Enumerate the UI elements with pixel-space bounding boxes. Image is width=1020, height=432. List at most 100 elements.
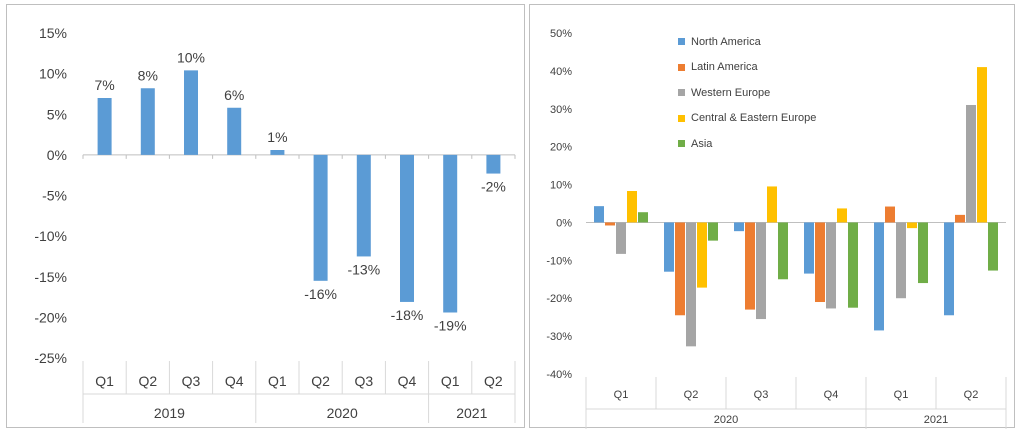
bar bbox=[874, 222, 884, 331]
legend-item: Latin America bbox=[678, 55, 816, 81]
data-label: -18% bbox=[391, 307, 424, 323]
left-chart-panel: 15% 10% 5% 0% -5% -10% -15% -20% -25% 7% 8% 10% 6% 1%… bbox=[6, 4, 525, 428]
category-label: Q1 bbox=[95, 373, 114, 389]
bar bbox=[140, 88, 155, 155]
category-label: Q1 bbox=[268, 373, 287, 389]
data-label: 1% bbox=[267, 129, 287, 145]
y-tick-label: -10% bbox=[546, 255, 572, 267]
bar bbox=[944, 222, 954, 316]
bar bbox=[745, 222, 755, 310]
y-tick-label: 50% bbox=[550, 28, 572, 40]
category-label: Q2 bbox=[138, 373, 157, 389]
category-label: Q2 bbox=[684, 389, 699, 401]
legend-swatch bbox=[678, 63, 685, 71]
group-label: 2020 bbox=[714, 414, 738, 426]
category-label: Q2 bbox=[964, 389, 979, 401]
y-tick-label: -20% bbox=[34, 309, 67, 325]
bar bbox=[977, 67, 987, 223]
data-label: 7% bbox=[94, 77, 114, 93]
bar bbox=[756, 222, 766, 320]
y-tick-label: 0% bbox=[47, 147, 67, 163]
category-label: Q1 bbox=[441, 373, 460, 389]
legend-label: North America bbox=[691, 35, 761, 48]
legend-swatch bbox=[678, 38, 685, 46]
legend-item: Central & Eastern Europe bbox=[678, 106, 816, 132]
bar bbox=[227, 107, 242, 155]
group-label: 2019 bbox=[154, 405, 185, 421]
data-label: 10% bbox=[177, 49, 205, 65]
legend-swatch bbox=[678, 140, 685, 148]
bar bbox=[184, 70, 198, 155]
y-tick-label: 10% bbox=[550, 180, 572, 192]
right-chart-svg: 50% 40% 30% 20% 10% 0% -10% -20% -30% -40% Q1 Q2 Q3 Q… bbox=[546, 28, 1007, 429]
legend-swatch bbox=[678, 89, 685, 97]
bar bbox=[616, 222, 626, 254]
bar bbox=[896, 222, 906, 299]
y-tick-label: -15% bbox=[34, 269, 67, 285]
legend-swatch bbox=[678, 114, 685, 122]
bar bbox=[955, 214, 965, 223]
category-label: Q2 bbox=[311, 373, 330, 389]
bar bbox=[734, 222, 744, 232]
y-tick-label: 0% bbox=[556, 217, 572, 229]
bar bbox=[804, 222, 814, 274]
category-label: Q4 bbox=[225, 373, 244, 389]
category-label: Q3 bbox=[354, 373, 373, 389]
bar bbox=[356, 154, 371, 257]
bar bbox=[815, 222, 825, 303]
bar bbox=[675, 222, 685, 316]
data-label: -19% bbox=[434, 318, 467, 334]
bar bbox=[907, 222, 917, 229]
y-tick-label: 10% bbox=[39, 66, 67, 82]
bar bbox=[400, 154, 414, 302]
y-tick-label: -10% bbox=[34, 228, 67, 244]
y-tick-label: 15% bbox=[39, 25, 67, 41]
bar bbox=[826, 222, 836, 309]
category-label: Q2 bbox=[484, 373, 503, 389]
bar bbox=[918, 222, 928, 284]
bar bbox=[664, 222, 674, 272]
chart-legend: North America Latin America Western Euro… bbox=[678, 29, 816, 157]
legend-label: Latin America bbox=[691, 61, 758, 74]
y-tick-label: 30% bbox=[550, 104, 572, 116]
legend-label: Western Europe bbox=[691, 86, 771, 99]
bar bbox=[443, 154, 458, 313]
y-tick-label: 40% bbox=[550, 66, 572, 78]
bar bbox=[270, 150, 285, 155]
y-tick-label: 20% bbox=[550, 142, 572, 154]
group-label: 2021 bbox=[924, 414, 948, 426]
category-label: Q1 bbox=[894, 389, 909, 401]
y-tick-label: -20% bbox=[546, 293, 572, 305]
bar bbox=[767, 186, 777, 223]
bar bbox=[988, 222, 998, 271]
group-label: 2021 bbox=[456, 405, 487, 421]
bar bbox=[313, 154, 328, 281]
legend-item: Asia bbox=[678, 131, 816, 157]
y-tick-label: -30% bbox=[546, 331, 572, 343]
left-chart-svg: 15% 10% 5% 0% -5% -10% -15% -20% -25% 7% 8% 10% 6% 1%… bbox=[34, 25, 516, 423]
category-label: Q1 bbox=[614, 389, 629, 401]
legend-item: Western Europe bbox=[678, 80, 816, 106]
bar bbox=[697, 222, 707, 288]
bar bbox=[638, 212, 648, 223]
data-label: -13% bbox=[347, 261, 380, 277]
legend-label: Central & Eastern Europe bbox=[691, 112, 817, 125]
bar bbox=[486, 154, 501, 174]
data-label: 8% bbox=[138, 67, 158, 83]
category-label: Q3 bbox=[754, 389, 769, 401]
bar bbox=[605, 222, 615, 226]
bar bbox=[778, 222, 788, 280]
bar bbox=[627, 190, 637, 223]
y-tick-label: 5% bbox=[47, 106, 67, 122]
bar bbox=[848, 222, 858, 308]
data-label: -16% bbox=[304, 286, 337, 302]
bar bbox=[708, 222, 718, 241]
category-label: Q3 bbox=[182, 373, 201, 389]
bar bbox=[97, 98, 112, 155]
data-label: 6% bbox=[224, 87, 244, 103]
bar bbox=[594, 206, 604, 223]
bar bbox=[966, 104, 976, 223]
bar bbox=[885, 206, 895, 223]
bar bbox=[686, 222, 696, 347]
legend-item: North America bbox=[678, 29, 816, 55]
